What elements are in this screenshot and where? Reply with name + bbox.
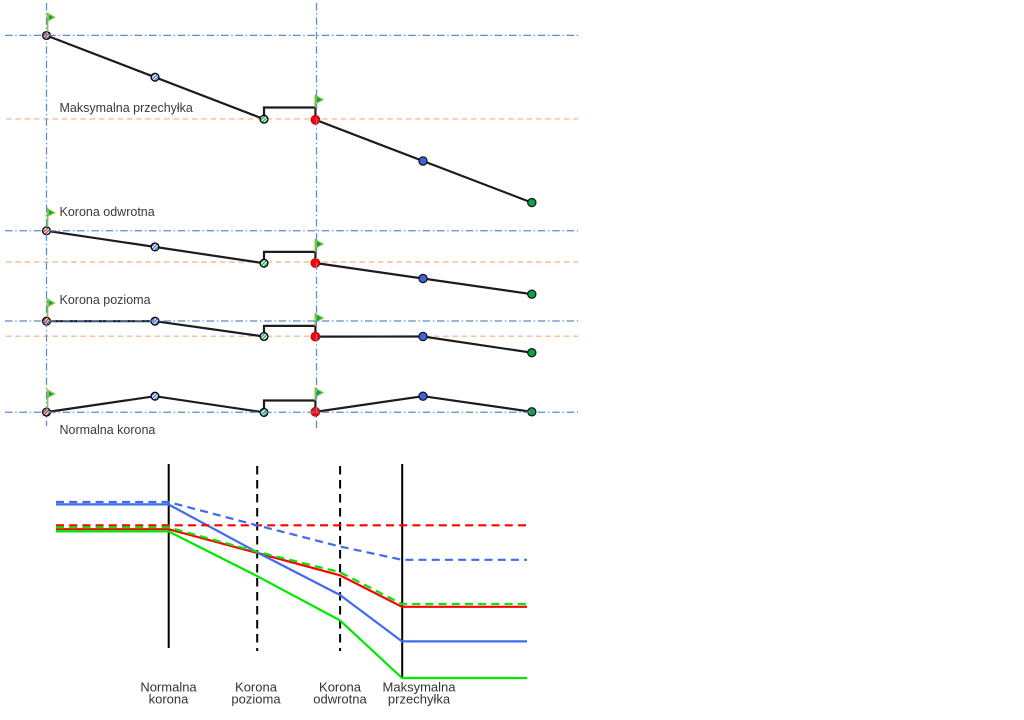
svg-text:przechyłka: przechyłka [388, 692, 451, 707]
svg-text:Korona odwrotna: Korona odwrotna [60, 205, 155, 219]
svg-text:Maksymalna przechyłka: Maksymalna przechyłka [60, 101, 193, 115]
svg-text:odwrotna: odwrotna [313, 692, 367, 707]
svg-text:Normalna korona: Normalna korona [60, 423, 156, 437]
svg-text:Korona: Korona [319, 680, 362, 695]
svg-text:korona: korona [149, 692, 190, 707]
svg-text:Korona pozioma: Korona pozioma [60, 293, 151, 307]
svg-text:Korona: Korona [235, 680, 278, 695]
svg-text:Normalna: Normalna [140, 680, 197, 695]
svg-text:Maksymalna: Maksymalna [383, 680, 457, 695]
svg-text:pozioma: pozioma [231, 692, 281, 707]
